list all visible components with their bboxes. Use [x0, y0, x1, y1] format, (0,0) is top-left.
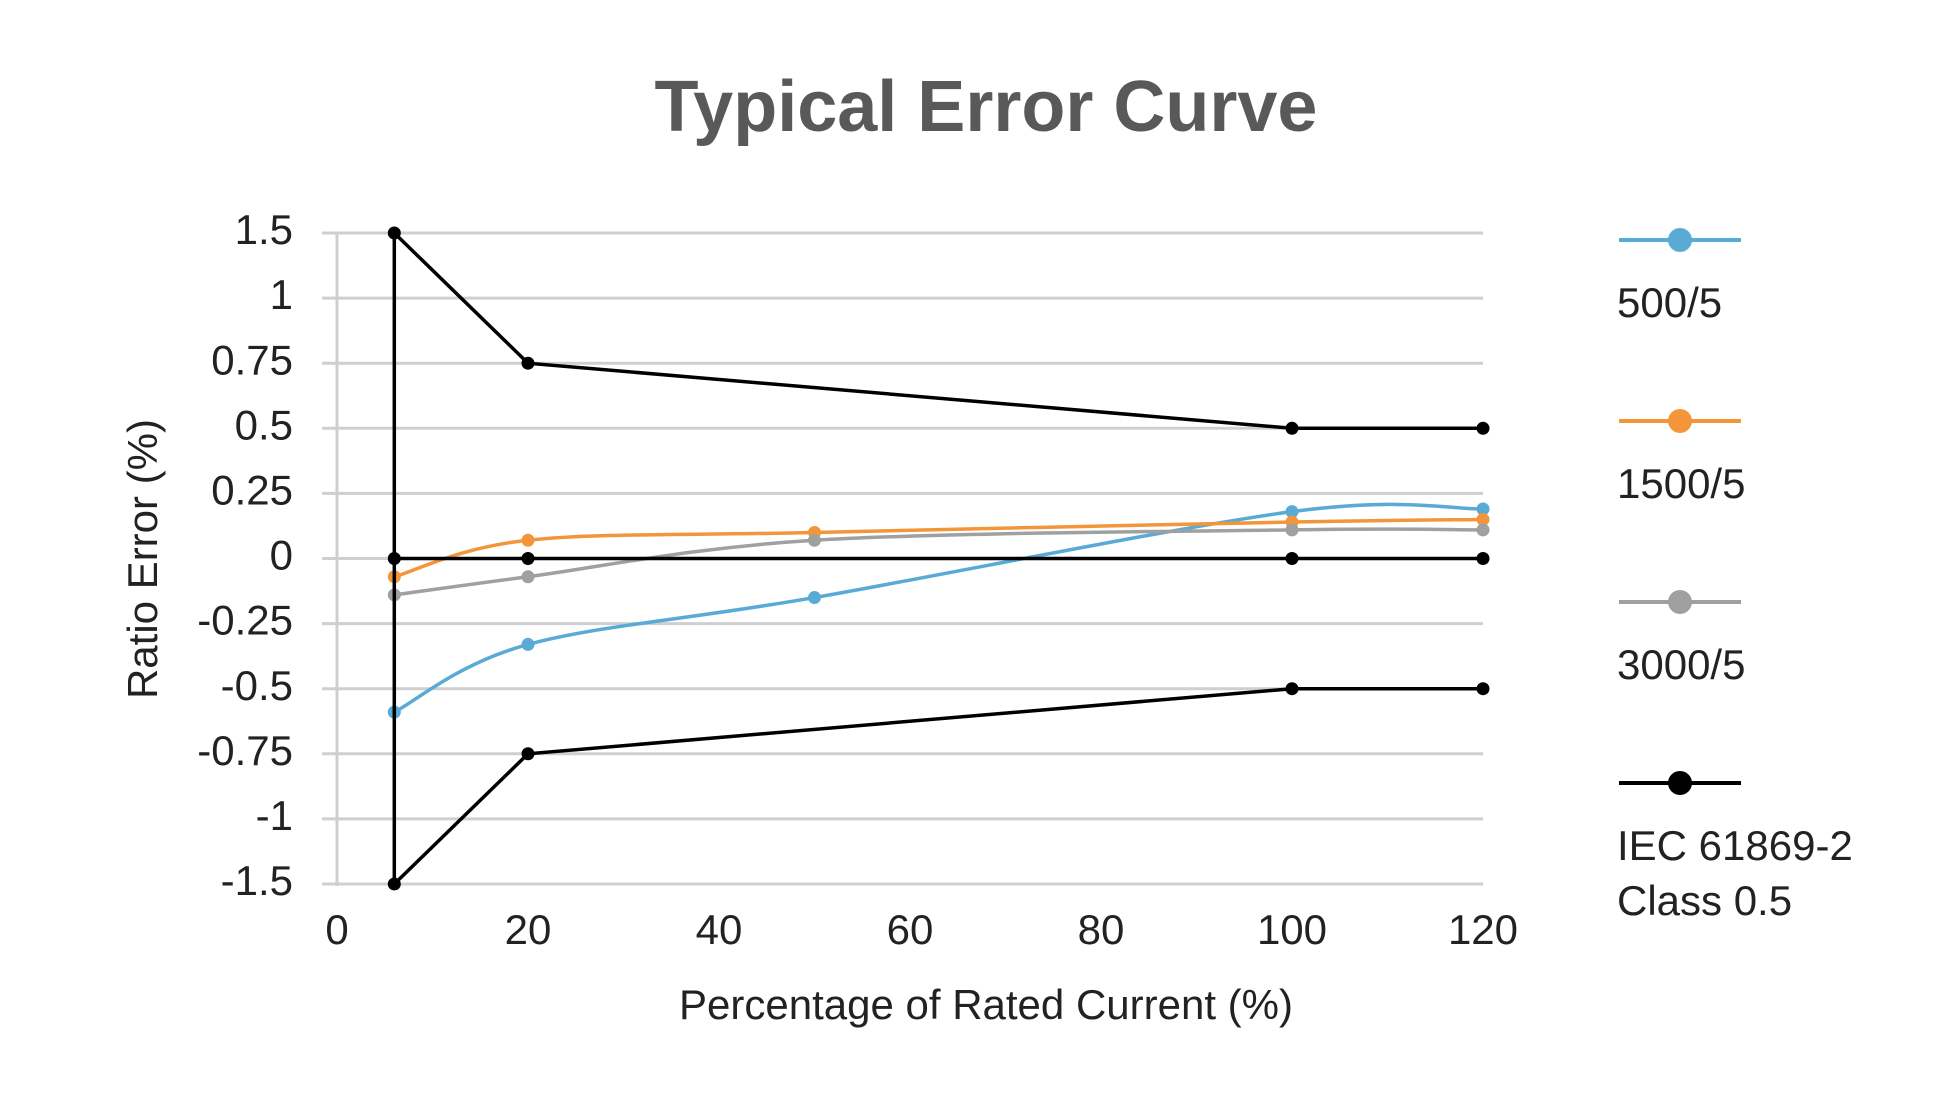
data-point	[1285, 523, 1299, 537]
data-point	[387, 877, 401, 891]
data-point	[1476, 512, 1490, 526]
x-axis-title: Percentage of Rated Current (%)	[679, 981, 1293, 1028]
data-point	[1476, 682, 1490, 696]
data-point	[387, 552, 401, 565]
series-line	[394, 527, 1484, 597]
data-point	[1476, 421, 1490, 435]
y-axis-title: Ratio Error (%)	[119, 419, 166, 699]
y-tick-label: -1.5	[221, 857, 293, 904]
data-point	[521, 356, 535, 370]
y-tick-label: 1.5	[235, 206, 293, 253]
data-point	[1285, 682, 1299, 696]
x-tick-label: 80	[1078, 906, 1125, 953]
y-tick-label: -1	[256, 792, 293, 839]
x-tick-label: 60	[887, 906, 934, 953]
x-tick-label: 0	[325, 906, 348, 953]
y-tick-label: -0.5	[221, 662, 293, 709]
y-tick-label: 1	[270, 271, 293, 318]
x-tick-label: 20	[505, 906, 552, 953]
data-point	[1285, 505, 1299, 519]
legend-label: IEC 61869-2 Class 0.5	[1617, 822, 1853, 924]
legend-marker	[1668, 590, 1692, 614]
data-point	[1285, 421, 1299, 435]
legend-marker	[1668, 771, 1692, 795]
y-tick-label: -0.75	[197, 727, 293, 774]
data-point	[808, 591, 821, 605]
legend-marker	[1668, 228, 1692, 252]
x-tick-label: 120	[1448, 906, 1518, 953]
data-point	[1476, 552, 1490, 565]
series-line	[393, 517, 1484, 579]
x-tick-label: 40	[696, 906, 743, 953]
data-point	[521, 570, 535, 584]
legend-marker	[1668, 409, 1692, 433]
legend-label: 500/5	[1617, 279, 1723, 326]
x-tick-label: 100	[1257, 906, 1327, 953]
y-tick-label: 0.5	[235, 401, 293, 448]
data-point	[1476, 502, 1490, 516]
series-line	[393, 502, 1484, 714]
y-tick-label: 0.25	[211, 466, 293, 513]
data-point	[808, 533, 821, 547]
data-point	[387, 226, 401, 240]
y-tick-label: 0	[270, 532, 293, 579]
chart-title: Typical Error Curve	[655, 67, 1318, 147]
data-point	[521, 552, 535, 565]
data-point	[1476, 523, 1490, 537]
legend-label: 1500/5	[1617, 460, 1746, 507]
data-point	[1285, 552, 1299, 565]
data-point	[521, 637, 535, 651]
y-tick-label: 0.75	[211, 336, 293, 383]
y-tick-label: -0.25	[197, 597, 293, 644]
legend-label: 3000/5	[1617, 641, 1746, 688]
data-point	[521, 747, 535, 761]
data-point	[521, 533, 535, 547]
